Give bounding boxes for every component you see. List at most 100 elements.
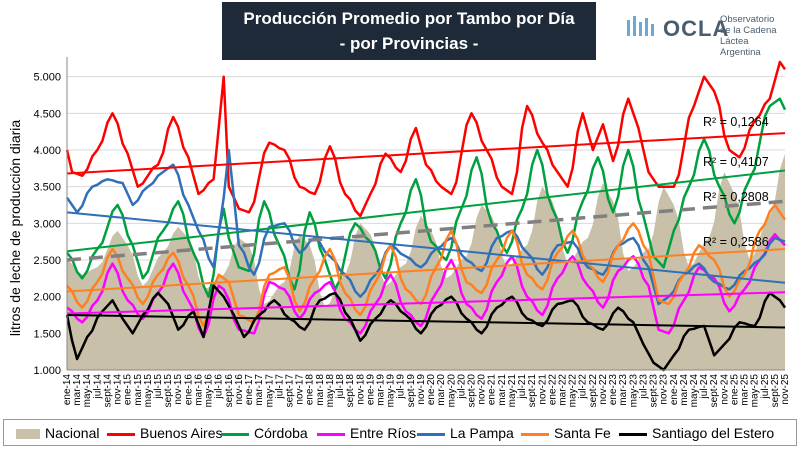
trendline-c-rdoba xyxy=(66,169,786,253)
x-tick-label: mar-25 xyxy=(740,374,751,406)
x-tick-label: sept-14 xyxy=(102,374,113,408)
x-tick-label: nov-25 xyxy=(780,374,791,405)
x-tick-label: may-21 xyxy=(507,374,518,408)
x-tick-label: nov-23 xyxy=(659,374,670,405)
y-tick-label: 5.000 xyxy=(33,72,61,84)
y-tick-label: 1.000 xyxy=(33,365,61,377)
x-tick-label: jul-24 xyxy=(699,374,710,400)
x-tick-label: sept-18 xyxy=(345,374,356,408)
x-tick-label: nov-21 xyxy=(537,374,548,405)
legend: Nacional Buenos Aires Córdoba Entre Ríos La … xyxy=(3,419,797,446)
legend-swatch xyxy=(317,432,345,436)
series-line-entre-r-os xyxy=(66,233,786,339)
x-tick-label: jul-23 xyxy=(638,374,649,400)
r2-label: R² = 0,2586 xyxy=(703,235,769,249)
legend-label: Santiago del Estero xyxy=(652,425,775,441)
legend-item: Santiago del Estero xyxy=(619,425,774,441)
chart-title: Producción Promedio por Tambo por Día - … xyxy=(222,2,596,60)
x-tick-labels: ene-14 mar-14 may-14 jul-14 sept-14 nov-14 ene… xyxy=(62,374,791,408)
x-tick-label: ene-25 xyxy=(729,374,740,406)
title-line2: - por Provincias - xyxy=(339,34,479,53)
legend-swatch xyxy=(619,432,647,436)
axes xyxy=(66,57,785,371)
x-tick-label: sept-20 xyxy=(467,374,478,408)
x-tick-label: sept-24 xyxy=(709,374,720,408)
x-tick-label: sept-19 xyxy=(406,374,417,408)
x-tick-label: ene-23 xyxy=(608,374,619,406)
x-tick-label: may-16 xyxy=(204,374,215,408)
trendline-entre-r-os xyxy=(66,291,786,315)
y-tick-label: 3.500 xyxy=(33,182,61,194)
legend-label: La Pampa xyxy=(450,425,514,441)
x-tick-label: sept-22 xyxy=(588,374,599,408)
legend-label: Buenos Aires xyxy=(140,425,223,441)
legend-swatch xyxy=(417,432,445,436)
x-tick-label: jul-20 xyxy=(456,374,467,400)
series-line-la-pampa xyxy=(65,148,786,306)
x-tick-label: ene-17 xyxy=(244,374,255,406)
legend-swatch xyxy=(16,429,40,440)
y-tick-label: 2.000 xyxy=(33,292,61,304)
legend-label: Santa Fe xyxy=(554,425,611,441)
lines-layer xyxy=(65,60,787,372)
x-tick-label: sept-17 xyxy=(284,374,295,408)
x-tick-label: ene-15 xyxy=(123,374,134,406)
r2-label: R² = 0,1264 xyxy=(703,115,769,129)
x-tick-label: jul-19 xyxy=(396,374,407,400)
x-tick-label: ene-24 xyxy=(669,374,680,406)
legend-item: Nacional xyxy=(16,425,99,441)
x-tick-label: mar-22 xyxy=(558,374,569,406)
x-tick-label: mar-17 xyxy=(254,374,265,406)
x-tick-label: ene-22 xyxy=(547,374,558,406)
x-tick-label: mar-14 xyxy=(72,374,83,406)
x-tick-label: jul-14 xyxy=(92,374,103,400)
x-tick-label: nov-22 xyxy=(598,374,609,405)
legend-swatch xyxy=(521,432,549,436)
ocla-logo: OCLA Observatorio de la Cadena Láctea Ar… xyxy=(625,10,795,58)
y-tick-label: 4.500 xyxy=(33,108,61,120)
legend-swatch xyxy=(107,432,135,436)
x-tick-label: mar-24 xyxy=(679,374,690,406)
x-tick-label: nov-19 xyxy=(416,374,427,405)
x-tick-label: nov-24 xyxy=(719,374,730,405)
x-tick-label: may-22 xyxy=(568,374,579,408)
r2-label: R² = 0,4107 xyxy=(703,155,769,169)
legend-item: La Pampa xyxy=(417,425,514,441)
y-tick-label: 4.000 xyxy=(33,145,61,157)
series-line-santiago-del-estero xyxy=(65,284,787,372)
series-line-c-rdoba xyxy=(66,97,787,298)
x-tick-label: sept-23 xyxy=(649,374,660,408)
trendline-santa-fe xyxy=(66,248,786,293)
series-line-santa-fe xyxy=(66,203,787,328)
legend-swatch xyxy=(221,432,249,436)
x-tick-label: nov-14 xyxy=(113,374,124,405)
x-tick-label: ene-16 xyxy=(183,374,194,406)
x-tick-label: jul-21 xyxy=(517,374,528,400)
r2-labels: R² = 0,1264 R² = 0,4107 R² = 0,2808 R² = 0,… xyxy=(703,115,769,249)
r2-label: R² = 0,2808 xyxy=(703,190,769,204)
legend-item: Córdoba xyxy=(221,425,308,441)
x-tick-label: mar-16 xyxy=(193,374,204,406)
x-tick-label: may-24 xyxy=(689,374,700,408)
x-tick-label: mar-19 xyxy=(375,374,386,406)
x-tick-label: mar-23 xyxy=(618,374,629,406)
trend-layer xyxy=(66,132,786,329)
x-tick-label: sept-16 xyxy=(224,374,235,408)
x-tick-label: jul-15 xyxy=(153,374,164,400)
trendline-buenos-aires xyxy=(66,132,786,175)
trendline-la-pampa xyxy=(66,211,786,284)
trendline-nacional xyxy=(66,199,786,262)
x-tick-label: may-15 xyxy=(143,374,154,408)
x-tick-label: ene-20 xyxy=(426,374,437,406)
x-tick-label: mar-18 xyxy=(315,374,326,406)
x-tick-label: jul-25 xyxy=(760,374,771,400)
x-tick-label: mar-21 xyxy=(497,374,508,406)
legend-label: Entre Ríos xyxy=(350,425,417,441)
x-tick-label: jul-18 xyxy=(335,374,346,400)
logo-sub1: Observatorio xyxy=(720,14,775,25)
x-tick-label: may-18 xyxy=(325,374,336,408)
legend-label: Nacional xyxy=(45,425,100,441)
x-tick-label: mar-20 xyxy=(436,374,447,406)
logo-brand: OCLA xyxy=(663,16,730,41)
